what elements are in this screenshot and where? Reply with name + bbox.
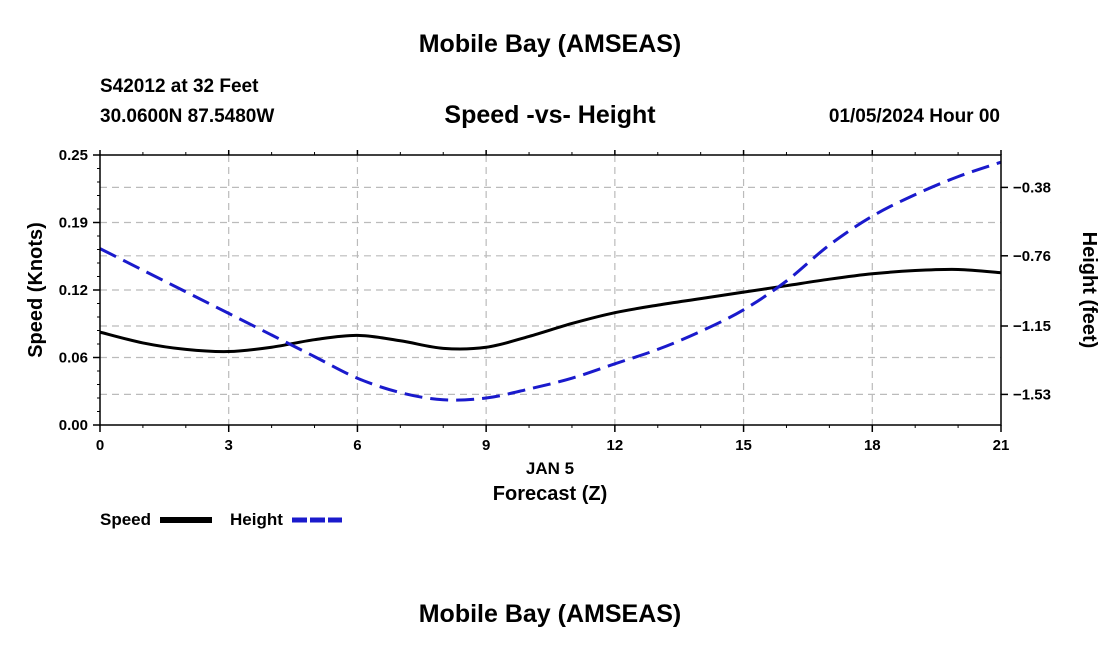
- height-series-line: [99, 160, 1002, 402]
- y-tick-label: 0.06: [59, 350, 88, 367]
- axis-ticks: [93, 150, 1008, 432]
- grid-lines: [100, 155, 1001, 425]
- x-tick-label: 6: [353, 437, 361, 454]
- legend-height-label: Height: [230, 510, 283, 529]
- x-tick-label: 0: [96, 437, 104, 454]
- footer-title: Mobile Bay (AMSEAS): [418, 600, 682, 628]
- x-tick-label: 18: [864, 437, 881, 454]
- station-label: S42012 at 32 Feet: [100, 76, 259, 97]
- y-tick-label: 0.12: [59, 282, 88, 299]
- x-tick-label: 21: [993, 437, 1010, 454]
- axis-labels: 0 3 6 9 12 15 18 21 0.00 0.06 0.12 0.19 0.25 −1.53 −1.…: [59, 147, 1051, 454]
- legend-speed-label: Speed: [100, 510, 151, 529]
- x-axis-date-label: JAN 5: [526, 459, 574, 478]
- x-tick-label: 15: [735, 437, 752, 454]
- y-tick-label: 0.25: [59, 147, 88, 164]
- forecast-datetime: 01/05/2024 Hour 00: [828, 106, 1000, 127]
- y-right-tick-label: −1.15: [1013, 318, 1051, 335]
- y-tick-label: 0.19: [59, 215, 88, 232]
- speed-series-line: [99, 267, 1002, 354]
- x-tick-label: 9: [482, 437, 490, 454]
- y-tick-label: 0.00: [59, 417, 88, 434]
- x-tick-label: 12: [607, 437, 624, 454]
- x-tick-label: 3: [225, 437, 233, 454]
- y-right-tick-label: −0.76: [1013, 248, 1051, 265]
- chart-title: Speed -vs- Height: [444, 101, 656, 129]
- page-title: Mobile Bay (AMSEAS): [418, 30, 682, 58]
- legend: Speed Height: [100, 510, 342, 529]
- coordinates-label: 30.0600N 87.5480W: [100, 106, 275, 127]
- y-axis-title: Speed (Knots): [25, 222, 47, 358]
- y-right-tick-label: −0.38: [1013, 179, 1051, 196]
- y-right-tick-label: −1.53: [1013, 386, 1051, 403]
- y-axis-right-title: Height (feet): [1078, 232, 1100, 349]
- x-axis-title: Forecast (Z): [493, 483, 607, 505]
- series-lines: [99, 160, 1002, 402]
